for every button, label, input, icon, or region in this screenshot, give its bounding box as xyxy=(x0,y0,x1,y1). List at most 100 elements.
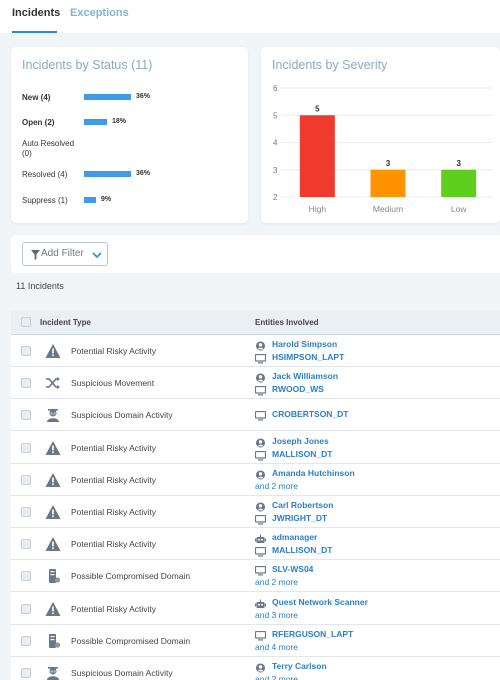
chevron-down-icon xyxy=(92,252,102,259)
status-row-percent: 36% xyxy=(136,93,151,100)
status-row-label: Open (2) xyxy=(22,118,55,127)
row-checkbox[interactable] xyxy=(21,635,31,646)
incident-type: Potential Risky Activity xyxy=(71,346,157,356)
status-row-percent: 36% xyxy=(136,170,151,177)
status-row-bar xyxy=(84,119,107,125)
row-checkbox[interactable] xyxy=(21,410,31,421)
bar-low[interactable] xyxy=(441,169,477,197)
status-card-title: Incidents by Status (11) xyxy=(22,58,153,72)
more-entities-link[interactable]: and 2 more xyxy=(255,674,298,680)
warning-icon xyxy=(45,504,61,520)
y-tick-label: 2 xyxy=(273,193,278,202)
robot-icon xyxy=(255,598,266,608)
table-row[interactable]: Potential Risky Activity admanager MALLISO… xyxy=(11,528,500,561)
row-checkbox[interactable] xyxy=(21,571,31,582)
entity-name: Carl Robertson xyxy=(272,500,334,510)
tab-incidents[interactable]: Incidents xyxy=(12,0,60,33)
entity-name: RFERGUSON_LAPT xyxy=(272,628,354,639)
computer-icon xyxy=(254,546,267,557)
entity-name: Jack Williamson xyxy=(272,371,339,382)
incident-type: Potential Risky Activity xyxy=(71,507,157,517)
shuffle-icon xyxy=(45,375,61,391)
row-checkbox[interactable] xyxy=(21,474,31,485)
y-tick-label: 3 xyxy=(273,166,278,175)
status-row-label: New (4) xyxy=(22,93,51,102)
more-entities-link[interactable]: and 4 more xyxy=(255,641,298,652)
header-entities-involved: Entities Involved xyxy=(255,318,319,327)
x-tick-label: Low xyxy=(451,204,467,214)
spy-icon xyxy=(45,407,61,423)
row-checkbox[interactable] xyxy=(21,378,31,389)
table-row[interactable]: Potential Risky Activity Harold Simpson HS… xyxy=(11,335,500,367)
entity-name: HSIMPSON_LAPT xyxy=(272,352,345,362)
status-row-bar xyxy=(84,197,96,203)
status-row-percent: 18% xyxy=(112,118,127,125)
severity-chart: 2 3 4 5 6 5 High 3 Medium 3 Low xyxy=(273,84,493,214)
computer-icon xyxy=(254,410,267,421)
incidents-table: Incident Type Entities Involved Potentia… xyxy=(11,311,500,680)
status-row-label: Auto Resolved (0) xyxy=(22,139,75,158)
entity-name: Quest Network Scanner xyxy=(272,596,368,607)
incident-type: Possible Compromised Domain xyxy=(71,635,191,646)
table-row[interactable]: Suspicious Domain Activity CROBERTSON_DT xyxy=(11,399,500,432)
robot-icon xyxy=(255,533,266,544)
more-entities-link[interactable]: and 3 more xyxy=(255,609,298,620)
table-row[interactable]: Potential Risky Activity Joseph Jones MALL… xyxy=(11,432,500,464)
entity-name: Amanda Hutchinson xyxy=(272,467,355,478)
incident-type: Suspicious Domain Activity xyxy=(71,410,173,421)
status-row-bar xyxy=(84,94,131,100)
table-row[interactable]: Possible Compromised Domain SLV-WS04 and 2… xyxy=(11,560,500,593)
entity-name: RWOOD_WS xyxy=(272,384,324,395)
row-checkbox[interactable] xyxy=(21,442,31,453)
incident-type: Suspicious Domain Activity xyxy=(71,668,173,678)
incident-type: Potential Risky Activity xyxy=(71,539,157,550)
user-icon xyxy=(255,662,266,673)
incident-type: Potential Risky Activity xyxy=(71,442,157,453)
entity-name: Harold Simpson xyxy=(272,339,338,349)
status-row-bar xyxy=(84,171,131,177)
select-all-checkbox[interactable] xyxy=(21,317,31,327)
table-row[interactable]: Potential Risky Activity Quest Network Sc… xyxy=(11,593,500,625)
row-checkbox[interactable] xyxy=(21,668,31,678)
x-tick-label: Medium xyxy=(373,204,403,214)
row-checkbox[interactable] xyxy=(21,346,31,356)
warning-icon xyxy=(45,440,61,456)
bar-value-label: 5 xyxy=(315,104,320,113)
computer-icon xyxy=(254,353,267,364)
user-icon xyxy=(255,437,266,448)
bar-medium[interactable] xyxy=(370,169,406,197)
incident-count: 11 Incidents xyxy=(16,281,64,291)
spy-icon xyxy=(45,665,61,680)
incident-type: Possible Compromised Domain xyxy=(71,571,191,582)
row-checkbox[interactable] xyxy=(21,603,31,614)
user-icon xyxy=(255,372,266,383)
y-tick-label: 4 xyxy=(273,139,278,148)
bar-high[interactable] xyxy=(299,115,335,197)
incident-type: Potential Risky Activity xyxy=(71,474,157,485)
tab-exceptions[interactable]: Exceptions xyxy=(70,7,129,19)
table-row[interactable]: Possible Compromised Domain RFERGUSON_LAP… xyxy=(11,625,500,657)
incident-type: Suspicious Movement xyxy=(71,378,155,389)
row-checkbox[interactable] xyxy=(21,507,31,517)
table-row[interactable]: Suspicious Domain Activity Terry Carlson a… xyxy=(11,657,500,680)
entity-name: CROBERTSON_DT xyxy=(272,409,349,420)
add-filter-button[interactable]: Add Filter xyxy=(22,242,108,266)
warning-icon xyxy=(45,343,61,359)
more-entities-link[interactable]: and 2 more xyxy=(255,577,298,588)
x-tick-label: High xyxy=(309,204,327,214)
incident-type: Potential Risky Activity xyxy=(71,603,157,614)
warning-icon xyxy=(45,536,61,552)
status-row-percent: 9% xyxy=(101,196,112,203)
filter-icon xyxy=(31,250,40,260)
warning-icon xyxy=(45,601,61,617)
entity-name: MALLISON_DT xyxy=(272,448,333,459)
row-checkbox[interactable] xyxy=(21,539,31,550)
table-row[interactable]: Potential Risky Activity Amanda Hutchinso… xyxy=(11,464,500,496)
more-entities-link[interactable]: and 2 more xyxy=(255,480,298,491)
table-row[interactable]: Suspicious Movement Jack Williamson RWOOD_… xyxy=(11,367,500,400)
table-row[interactable]: Potential Risky Activity Carl Robertson JW… xyxy=(11,496,500,528)
entity-name: JWRIGHT_DT xyxy=(272,513,328,523)
entity-name: Terry Carlson xyxy=(272,661,327,671)
severity-card: Incidents by Severity 2 3 4 5 6 5 High 3 Medium 3… xyxy=(261,47,500,223)
tab-bar: Incidents Exceptions xyxy=(0,0,500,33)
